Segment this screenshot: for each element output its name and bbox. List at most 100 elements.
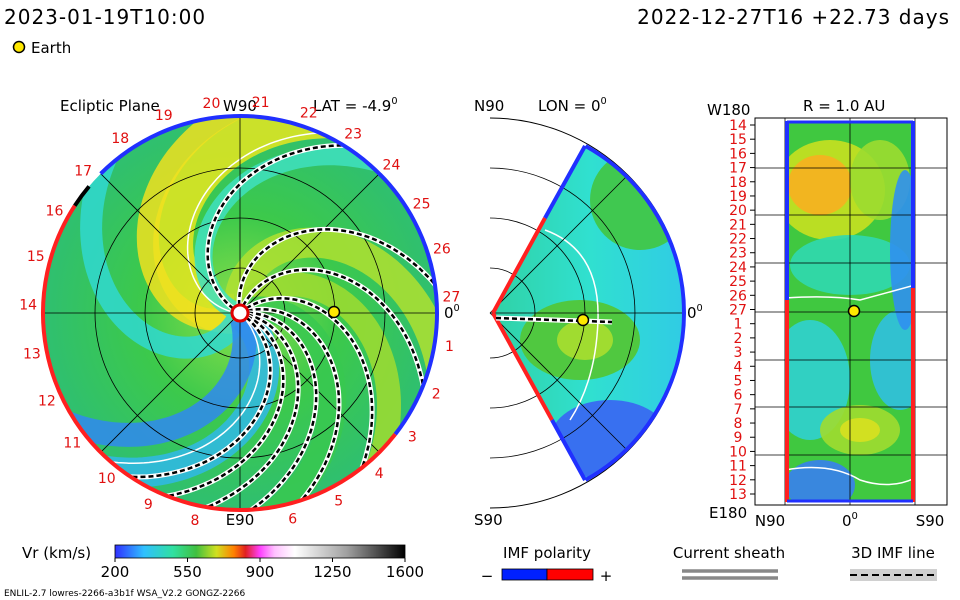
colorbar [114,544,406,559]
right-label-main: 0 [444,304,454,322]
label: 2023-01-19T10:00 [4,5,206,29]
label: 23 [344,127,362,143]
earth-marker [847,304,861,318]
x-label-sup: 0 [852,511,858,522]
x-label: 00 [842,511,858,530]
radial-patch [840,418,880,442]
label: 900 [246,563,275,581]
label: 19 [155,108,173,124]
label: 17 [729,161,747,177]
label: 11 [63,436,81,452]
radial-patch [890,170,915,330]
label: 200 [101,563,130,581]
label: 19 [729,189,747,205]
label: N90 [755,512,785,530]
lat-label-sup: 0 [391,96,397,107]
label: 6 [288,511,297,527]
grid-spoke [489,174,629,314]
lon-label-main: LON = 0 [538,97,601,115]
lat-label-main: LAT = -4.9 [313,97,391,115]
label: 13 [729,487,747,503]
label: 14 [729,118,747,134]
polarity-positive [546,568,594,581]
right-label: 00 [687,303,703,322]
label: 22 [300,105,318,121]
label: 5 [334,494,343,510]
label: 23 [729,246,747,262]
x-label-main: 0 [842,512,852,530]
label: 9 [144,497,153,513]
label: 26 [729,288,747,304]
current-sheath [785,466,915,486]
imf-line [242,268,428,421]
label: 15 [729,132,747,148]
label: 18 [729,175,747,191]
label: 7 [734,402,743,418]
label: E180 [709,504,747,522]
label: W180 [707,101,750,119]
lat-label: LAT = -4.90 [313,96,398,115]
label: 21 [729,217,747,233]
label: 16 [46,203,64,219]
imf-line [206,144,379,310]
label: 2 [734,331,743,347]
label: W90 [223,97,257,115]
polarity-negative [501,568,548,581]
right-label-main: 0 [687,304,697,322]
label: 12 [729,473,747,489]
polarity-edge [550,419,587,481]
label: 14 [19,298,37,314]
label: 2 [432,386,441,402]
lon-label-sup: 0 [601,96,607,107]
label: 8 [734,416,743,432]
label: 10 [98,471,116,487]
label: 15 [27,249,45,265]
label: S90 [916,512,945,530]
label: 17 [74,163,92,179]
label: 12 [38,394,56,410]
polarity-rim [99,114,439,436]
imf-line-sample-bg [850,569,937,581]
label: 2022-12-27T16 +22.73 days [637,5,950,29]
label: IMF polarity [503,544,591,562]
grid-spoke [489,312,629,452]
label: 3 [408,429,417,445]
label: ENLIL-2.7 lowres-2266-a3b1f WSA_V2.2 GON… [4,589,246,599]
label: Earth [31,39,71,57]
imf-line [220,311,318,510]
label: 550 [173,563,202,581]
stream-band [136,116,371,331]
label: 27 [729,303,747,319]
imf-line [95,316,272,479]
label: 13 [23,347,41,363]
label: 9 [734,430,743,446]
label: 4 [734,359,743,375]
label: 27 [442,290,460,306]
label: + [600,567,613,585]
earth-marker [327,305,341,319]
label: 24 [729,260,747,276]
radial-frame [754,117,948,506]
label: 24 [383,158,401,174]
label: 6 [734,388,743,404]
label: 25 [413,197,431,213]
label: 11 [729,459,747,475]
label: 8 [190,513,199,529]
radial-patch [788,155,852,215]
label: 18 [111,131,129,147]
current-sheath [107,320,261,464]
label: 16 [729,146,747,162]
earth-legend-marker [12,40,26,54]
imf-line [132,315,285,501]
polarity-edge [491,217,547,314]
label: 3 [734,345,743,361]
label: 10 [729,444,747,460]
label: 4 [375,466,384,482]
imf-line [495,316,613,324]
label: E90 [226,511,255,529]
meridional-patch [557,320,613,360]
label: Ecliptic Plane [60,97,160,115]
label: 20 [203,96,221,112]
